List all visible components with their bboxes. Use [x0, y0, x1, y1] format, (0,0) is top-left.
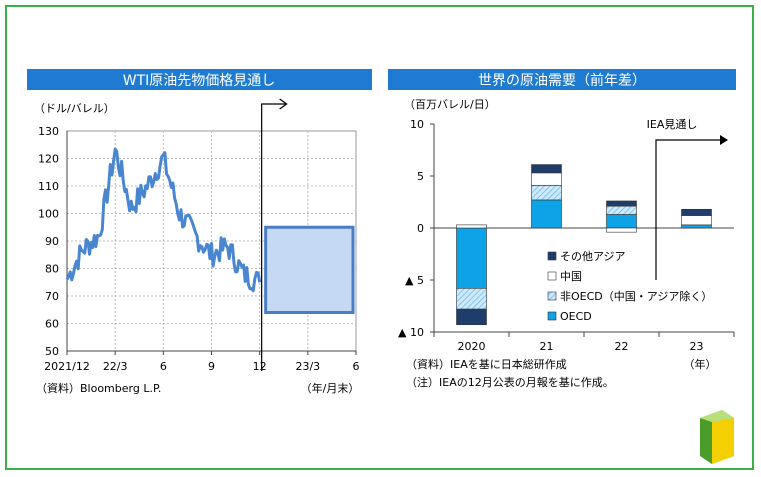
demand-xtick-label: 22 — [615, 340, 629, 353]
wti-source: （資料）Bloomberg L.P. — [36, 381, 161, 395]
demand-bar-segment — [456, 224, 487, 229]
wti-chart: WTI原油先物価格見通し （ドル/バレル） 50 60 70 80 90 100 110 12… — [27, 69, 372, 395]
frame-border — [5, 5, 754, 470]
wti-ytick-label: 80 — [45, 263, 59, 276]
wti-ytick-label: 90 — [45, 235, 59, 248]
demand-ytick-label: 0 — [417, 222, 424, 235]
iea-forecast-label: IEA見通し — [647, 118, 698, 131]
demand-chart: 世界の原油需要（前年差） （百万バレル/日） 10 5 0 ▲ 5 ▲ 10 2020 2… — [388, 69, 736, 389]
demand-ytick-label: 10 — [410, 118, 424, 131]
wti-title: WTI原油先物価格見通し — [123, 73, 276, 89]
wti-price-line — [65, 147, 262, 293]
wti-ytick-label: 110 — [38, 180, 59, 193]
wti-ylabel: （ドル/バレル） — [34, 102, 115, 115]
wti-xtick-label: 2021/12 — [44, 360, 90, 373]
wti-xunit: （年/月末） — [301, 381, 360, 395]
demand-bar-segment — [531, 199, 562, 229]
wti-ytick-label: 70 — [45, 290, 59, 303]
legend-label: OECD — [560, 310, 592, 323]
demand-bar-segment — [531, 172, 562, 186]
demand-xtick-label: 2020 — [458, 340, 486, 353]
demand-title-bar — [388, 69, 736, 90]
legend-label: その他アジア — [560, 250, 626, 263]
demand-bar-segment — [681, 208, 712, 216]
wti-title-bar — [27, 69, 372, 90]
legend-swatch — [547, 271, 557, 281]
demand-bar-segment — [606, 200, 637, 207]
demand-bar-segment — [681, 215, 712, 226]
wti-xtick-label: 6 — [353, 360, 360, 373]
demand-bar-segment — [531, 185, 562, 201]
logo-icon — [700, 410, 734, 464]
legend-swatch — [547, 291, 557, 301]
wti-xtick-label: 6 — [160, 360, 167, 373]
demand-bar-segment — [606, 227, 637, 233]
demand-ytick-label: ▲ 5 — [405, 274, 424, 287]
demand-forecast-arrow-line — [655, 139, 724, 280]
demand-bar-segment — [606, 205, 637, 215]
wti-ytick-label: 50 — [45, 345, 59, 358]
forecast-arrow — [261, 98, 288, 371]
legend-label: 中国 — [560, 270, 582, 283]
demand-bar-segment — [606, 214, 637, 229]
wti-xtick-label: 23/3 — [295, 360, 320, 373]
wti-xtick-label: 22/3 — [103, 360, 128, 373]
demand-title: 世界の原油需要（前年差） — [478, 72, 646, 89]
legend-swatch — [547, 311, 557, 321]
demand-note: （注）IEAの12月公表の月報を基に作成。 — [406, 375, 614, 389]
legend-label: 非OECD（中国・アジア除く） — [560, 289, 712, 303]
demand-ylabel: （百万バレル/日） — [404, 98, 496, 111]
legend-swatch — [547, 251, 557, 261]
wti-ytick-label: 120 — [38, 153, 59, 166]
forecast-arrow-line — [261, 103, 286, 371]
wti-forecast-range-box — [264, 225, 355, 314]
wti-xtick-label: 9 — [208, 360, 215, 373]
demand-xunit: （年） — [684, 357, 717, 371]
demand-forecast-arrow-head — [720, 135, 728, 145]
demand-bar-segment — [531, 164, 562, 174]
wti-ytick-label: 100 — [38, 208, 59, 221]
demand-ytick-label: 5 — [417, 170, 424, 183]
forecast-arrow-head — [279, 98, 288, 110]
demand-source: （資料）IEAを基に日本総研作成 — [406, 357, 567, 371]
demand-ytick-label: ▲ 10 — [398, 326, 424, 339]
wti-ytick-label: 130 — [38, 125, 59, 138]
demand-bar-segment — [456, 288, 487, 310]
demand-xtick-label: 21 — [540, 340, 554, 353]
demand-bar-segment — [681, 224, 712, 229]
wti-xtick-label: 12 — [253, 360, 267, 373]
demand-bar-segment — [456, 308, 487, 326]
demand-xtick-label: 23 — [690, 340, 704, 353]
wti-ytick-label: 60 — [45, 318, 59, 331]
demand-bar-segment — [456, 227, 487, 289]
